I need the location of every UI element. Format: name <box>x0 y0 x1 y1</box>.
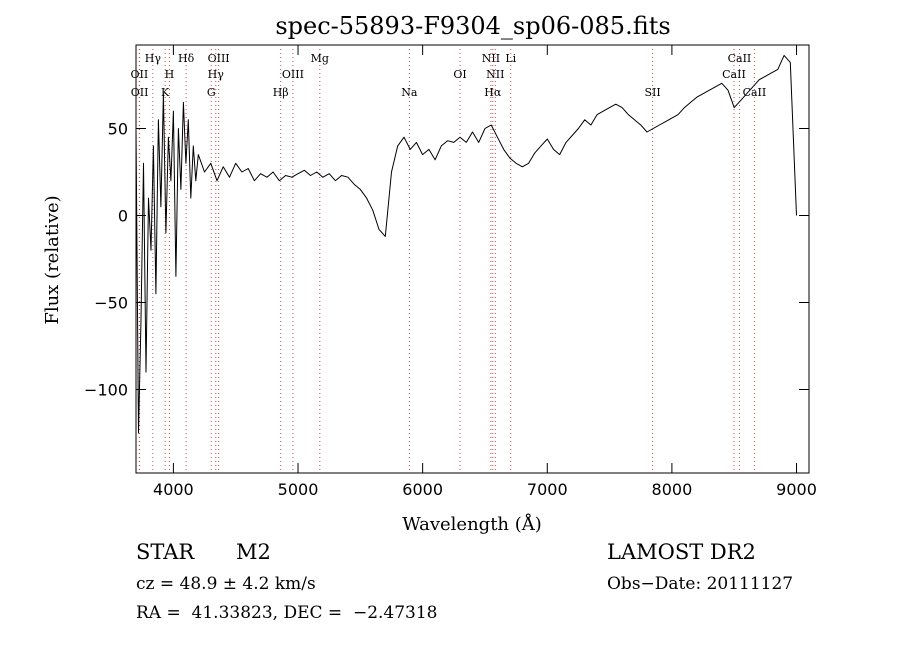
marker-label-20: CaII <box>722 68 746 81</box>
redshift-cz: cz = 48.9 ± 4.2 km/s <box>136 574 316 594</box>
x-tick-label-1: 5000 <box>278 480 319 499</box>
marker-label-17: Li <box>505 52 516 65</box>
marker-label-7: Hγ <box>208 68 225 81</box>
spectrum-line-0 <box>135 54 797 434</box>
y-tick-label-1: −50 <box>94 293 128 312</box>
survey-label: LAMOST DR2 <box>607 540 756 564</box>
plot-frame <box>135 44 810 474</box>
plot-axes: 4000 5000 6000 7000 8000 9000 −100 −50 0 50 <box>84 45 817 499</box>
marker-label-13: OI <box>453 68 466 81</box>
marker-label-3: H <box>165 68 175 81</box>
y-tick-label-3: 50 <box>108 120 128 139</box>
marker-label-6: OIII <box>208 52 230 65</box>
x-tick-label-4: 8000 <box>652 480 693 499</box>
marker-label-2: Hγ <box>145 52 162 65</box>
y-axis-label: Flux (relative) <box>42 195 63 324</box>
marker-label-19: CaII <box>728 52 752 65</box>
object-class: STAR <box>136 540 195 564</box>
marker-label-1: OII <box>131 86 149 99</box>
marker-label-18: SII <box>644 86 660 99</box>
x-axis-label: Wavelength (Å) <box>402 513 542 535</box>
x-tick-label-3: 7000 <box>527 480 568 499</box>
marker-label-0: OII <box>131 68 149 81</box>
x-tick-label-0: 4000 <box>153 480 194 499</box>
marker-label-21: CaII <box>743 86 767 99</box>
x-tick-label-5: 9000 <box>776 480 817 499</box>
y-tick-label-2: 0 <box>118 207 128 226</box>
y-tick-label-0: −100 <box>84 380 128 399</box>
spectrum-series <box>135 54 797 434</box>
marker-label-12: Na <box>401 86 418 99</box>
marker-label-4: K <box>161 86 170 99</box>
marker-label-16: Hα <box>484 86 502 99</box>
observation-date: Obs−Date: 20111127 <box>607 574 794 594</box>
marker-label-10: Hβ <box>273 86 289 99</box>
marker-label-9: OIII <box>282 68 304 81</box>
marker-label-5: Hδ <box>178 52 195 65</box>
object-subclass: M2 <box>236 540 271 564</box>
coordinates: RA = 41.33823, DEC = −2.47318 <box>136 603 438 623</box>
chart-title: spec-55893-F9304_sp06-085.fits <box>275 12 670 40</box>
marker-label-14: NII <box>482 52 500 65</box>
marker-label-15: NII <box>486 68 504 81</box>
marker-label-11: Mg <box>311 52 329 65</box>
marker-label-8: G <box>207 86 216 99</box>
x-tick-label-2: 6000 <box>402 480 443 499</box>
